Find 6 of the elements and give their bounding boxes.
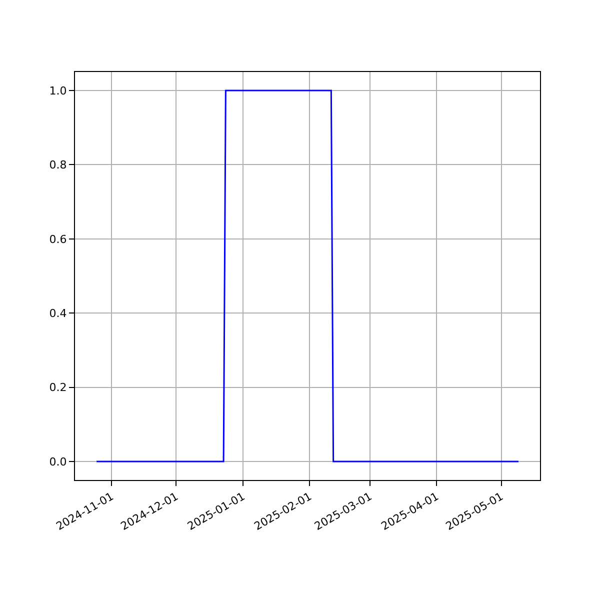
y-tick-label: 0.2	[49, 381, 67, 394]
y-tick-label: 0.0	[49, 455, 67, 468]
y-tick-label: 0.4	[49, 306, 67, 320]
y-tick-label: 0.8	[49, 158, 67, 172]
y-tick-label: 1.0	[49, 84, 67, 98]
y-tick-label: 0.6	[49, 232, 67, 246]
